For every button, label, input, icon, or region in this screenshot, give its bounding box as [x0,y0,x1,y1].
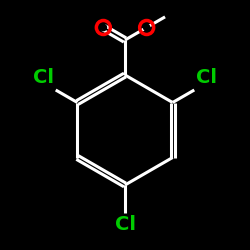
Text: Cl: Cl [196,68,216,87]
Circle shape [100,24,107,31]
Text: Cl: Cl [34,68,54,87]
Text: Cl: Cl [114,216,136,234]
Circle shape [143,24,150,31]
